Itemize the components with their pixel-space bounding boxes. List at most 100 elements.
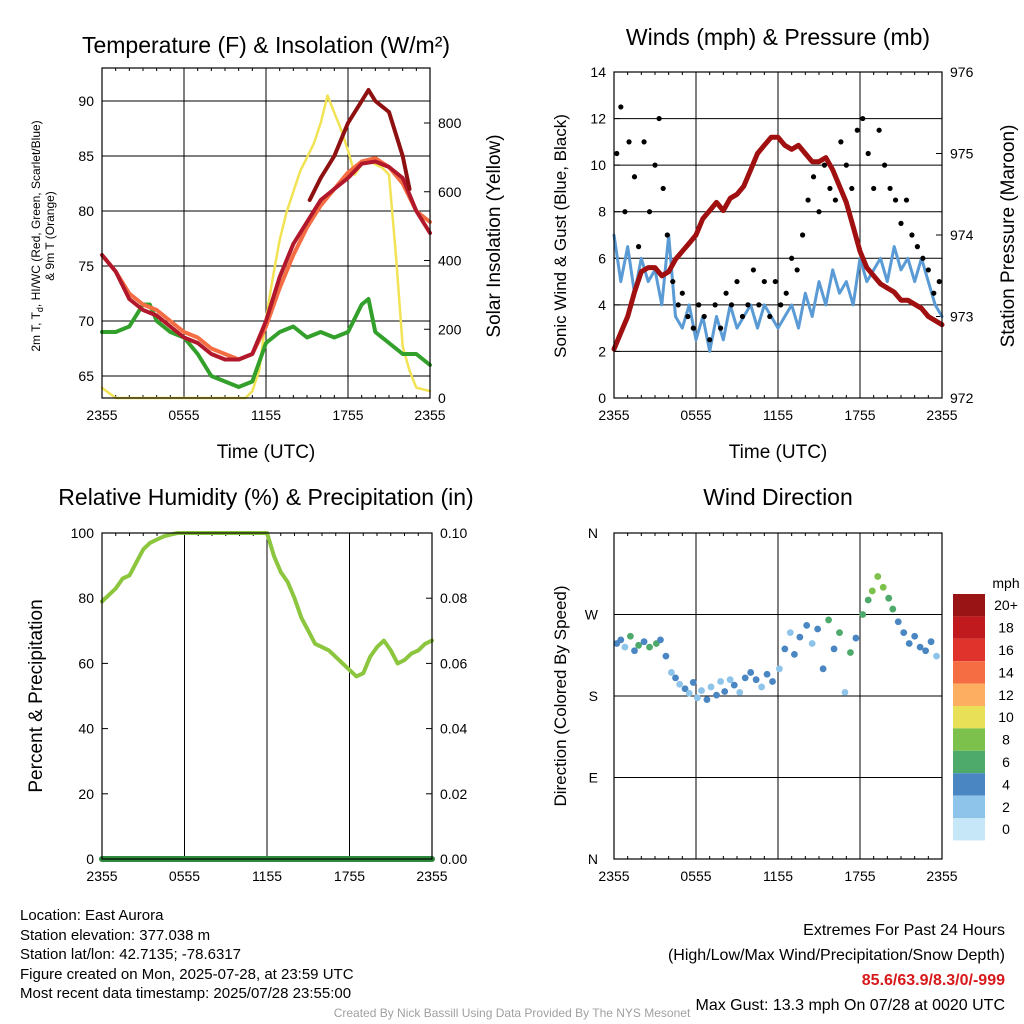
wind-gust-point [767, 313, 773, 320]
dir-point [668, 669, 675, 676]
temp-xlabel: Time (UTC) [217, 442, 316, 463]
dir-point [864, 596, 872, 604]
wind-gust-point [816, 209, 822, 215]
dir-point [927, 638, 935, 646]
dir-point [763, 670, 771, 678]
wind-gust-point [865, 150, 871, 157]
wind-ytick-label: 8 [598, 204, 606, 220]
colorbar-swatch [953, 661, 985, 684]
wind-gust-point [903, 197, 910, 203]
dir-point [769, 678, 776, 685]
wind-ylabel-left: Sonic Wind & Gust (Blue, Black) [551, 114, 570, 358]
rh-ytick-right-label: 0.00 [440, 851, 467, 867]
wind-ytick-right-label: 974 [950, 227, 974, 243]
wind-gust-point [660, 185, 666, 192]
dir-point [808, 640, 816, 647]
wind-gust-point [618, 104, 624, 110]
dir-xtick-label: 1755 [844, 868, 875, 884]
dir-point [814, 625, 822, 633]
wind-gust-point [898, 220, 904, 226]
dir-point [736, 688, 744, 696]
wind-gust-point [936, 278, 942, 285]
temp-xtick-label: 0555 [168, 407, 199, 423]
dir-ylabel-left: Direction (Colored By Speed) [551, 585, 570, 806]
dir-point [905, 640, 913, 647]
dir-point [859, 611, 867, 618]
wind-gust-point [914, 244, 921, 250]
dir-point [868, 587, 876, 595]
temp-ytick-label: 70 [78, 313, 94, 329]
dir-point [781, 645, 789, 653]
temp-ytick-right-label: 200 [438, 321, 462, 337]
dir-point [786, 629, 794, 637]
recent-data-text: Most recent data timestamp: 2025/07/28 2… [20, 985, 352, 1002]
latlon-text: Station lat/lon: 42.7135; -78.6317 [20, 946, 242, 963]
temp-xtick-label: 2355 [86, 407, 117, 423]
rh-ytick-label: 40 [78, 721, 94, 737]
extremes-box: Extremes For Past 24 Hours (High/Low/Max… [668, 918, 1005, 1018]
dir-point [911, 632, 919, 640]
svg-text:2m T, Td, HI/WC (Red, Green, S: 2m T, Td, HI/WC (Red, Green, Scarlet/Blu… [29, 120, 45, 351]
temp-xtick-label: 1755 [332, 407, 363, 423]
wind-ytick-label: 14 [590, 64, 606, 80]
extremes-subtitle: (High/Low/Max Wind/Precipitation/Snow De… [667, 947, 1005, 964]
wind-gust-point [718, 325, 724, 331]
wind-gust-point [679, 290, 685, 296]
temp-xtick-label: 1155 [251, 407, 281, 423]
wind-xlabel: Time (UTC) [729, 442, 828, 463]
dir-point [689, 679, 697, 686]
rh-xtick-label: 1155 [252, 868, 282, 884]
rh-panel-title: Relative Humidity (%) & Precipitation (i… [58, 484, 473, 510]
dir-point [791, 650, 798, 658]
dir-xtick-label: 2355 [598, 868, 629, 884]
rh-series-rh [100, 531, 434, 679]
wind-gust-point [778, 302, 784, 308]
wind-gust-point [707, 337, 713, 343]
rh-ytick-right-label: 0.02 [440, 786, 467, 802]
station-info: Location: East Aurora Station elevation:… [20, 906, 354, 1004]
dir-point [621, 643, 629, 651]
dir-point [662, 652, 670, 660]
dir-point [885, 594, 893, 602]
dir-point [796, 633, 804, 641]
max-gust-text: Max Gust: 13.3 mph On 07/28 at 0020 UTC [695, 997, 1006, 1014]
dir-point [852, 634, 860, 642]
colorbar-label: 0 [1002, 821, 1010, 837]
wind-ytick-label: 4 [598, 297, 606, 313]
wind-ytick-label: 12 [590, 111, 606, 127]
dir-point [752, 676, 760, 684]
wind-gust-point [641, 139, 647, 145]
dir-point [713, 691, 720, 699]
wind-series-pressure [611, 134, 945, 352]
colorbar-label: 18 [998, 620, 1014, 636]
rh-ylabel-left: Percent & Precipitation [26, 599, 47, 792]
wind-gust-point [876, 127, 882, 133]
temp-ytick-right-label: 600 [438, 184, 462, 200]
wind-border [613, 71, 943, 399]
colorbar-label: 16 [998, 642, 1014, 658]
temp-ytick-right-label: 0 [438, 390, 446, 406]
wind-ytick-right-label: 973 [950, 309, 974, 325]
temp-series-hi [307, 88, 412, 202]
colorbar-swatch [953, 683, 985, 706]
wind-panel-title: Winds (mph) & Pressure (mb) [626, 24, 930, 50]
wind-gust-point [805, 197, 811, 203]
wind-gust-point [892, 197, 899, 203]
location-text: Location: East Aurora [20, 907, 164, 924]
dir-point [676, 680, 683, 688]
dir-point [933, 652, 940, 660]
wind-gust-point [838, 139, 844, 145]
colorbar-swatch [953, 728, 985, 751]
dir-point [900, 629, 908, 637]
wind-gust-point [626, 139, 632, 145]
temp-ytick-label: 65 [78, 368, 94, 384]
temp-ytick-right-label: 400 [438, 253, 462, 269]
temp-border [101, 67, 431, 399]
dir-ytick-label: E [589, 770, 598, 786]
temp-ytick-label: 85 [78, 148, 94, 164]
colorbar-label: 8 [1002, 732, 1010, 748]
temp-series-2m-t [100, 159, 432, 362]
dir-point [721, 688, 729, 695]
wind-ytick-label: 6 [598, 250, 606, 266]
dir-point [726, 676, 734, 684]
